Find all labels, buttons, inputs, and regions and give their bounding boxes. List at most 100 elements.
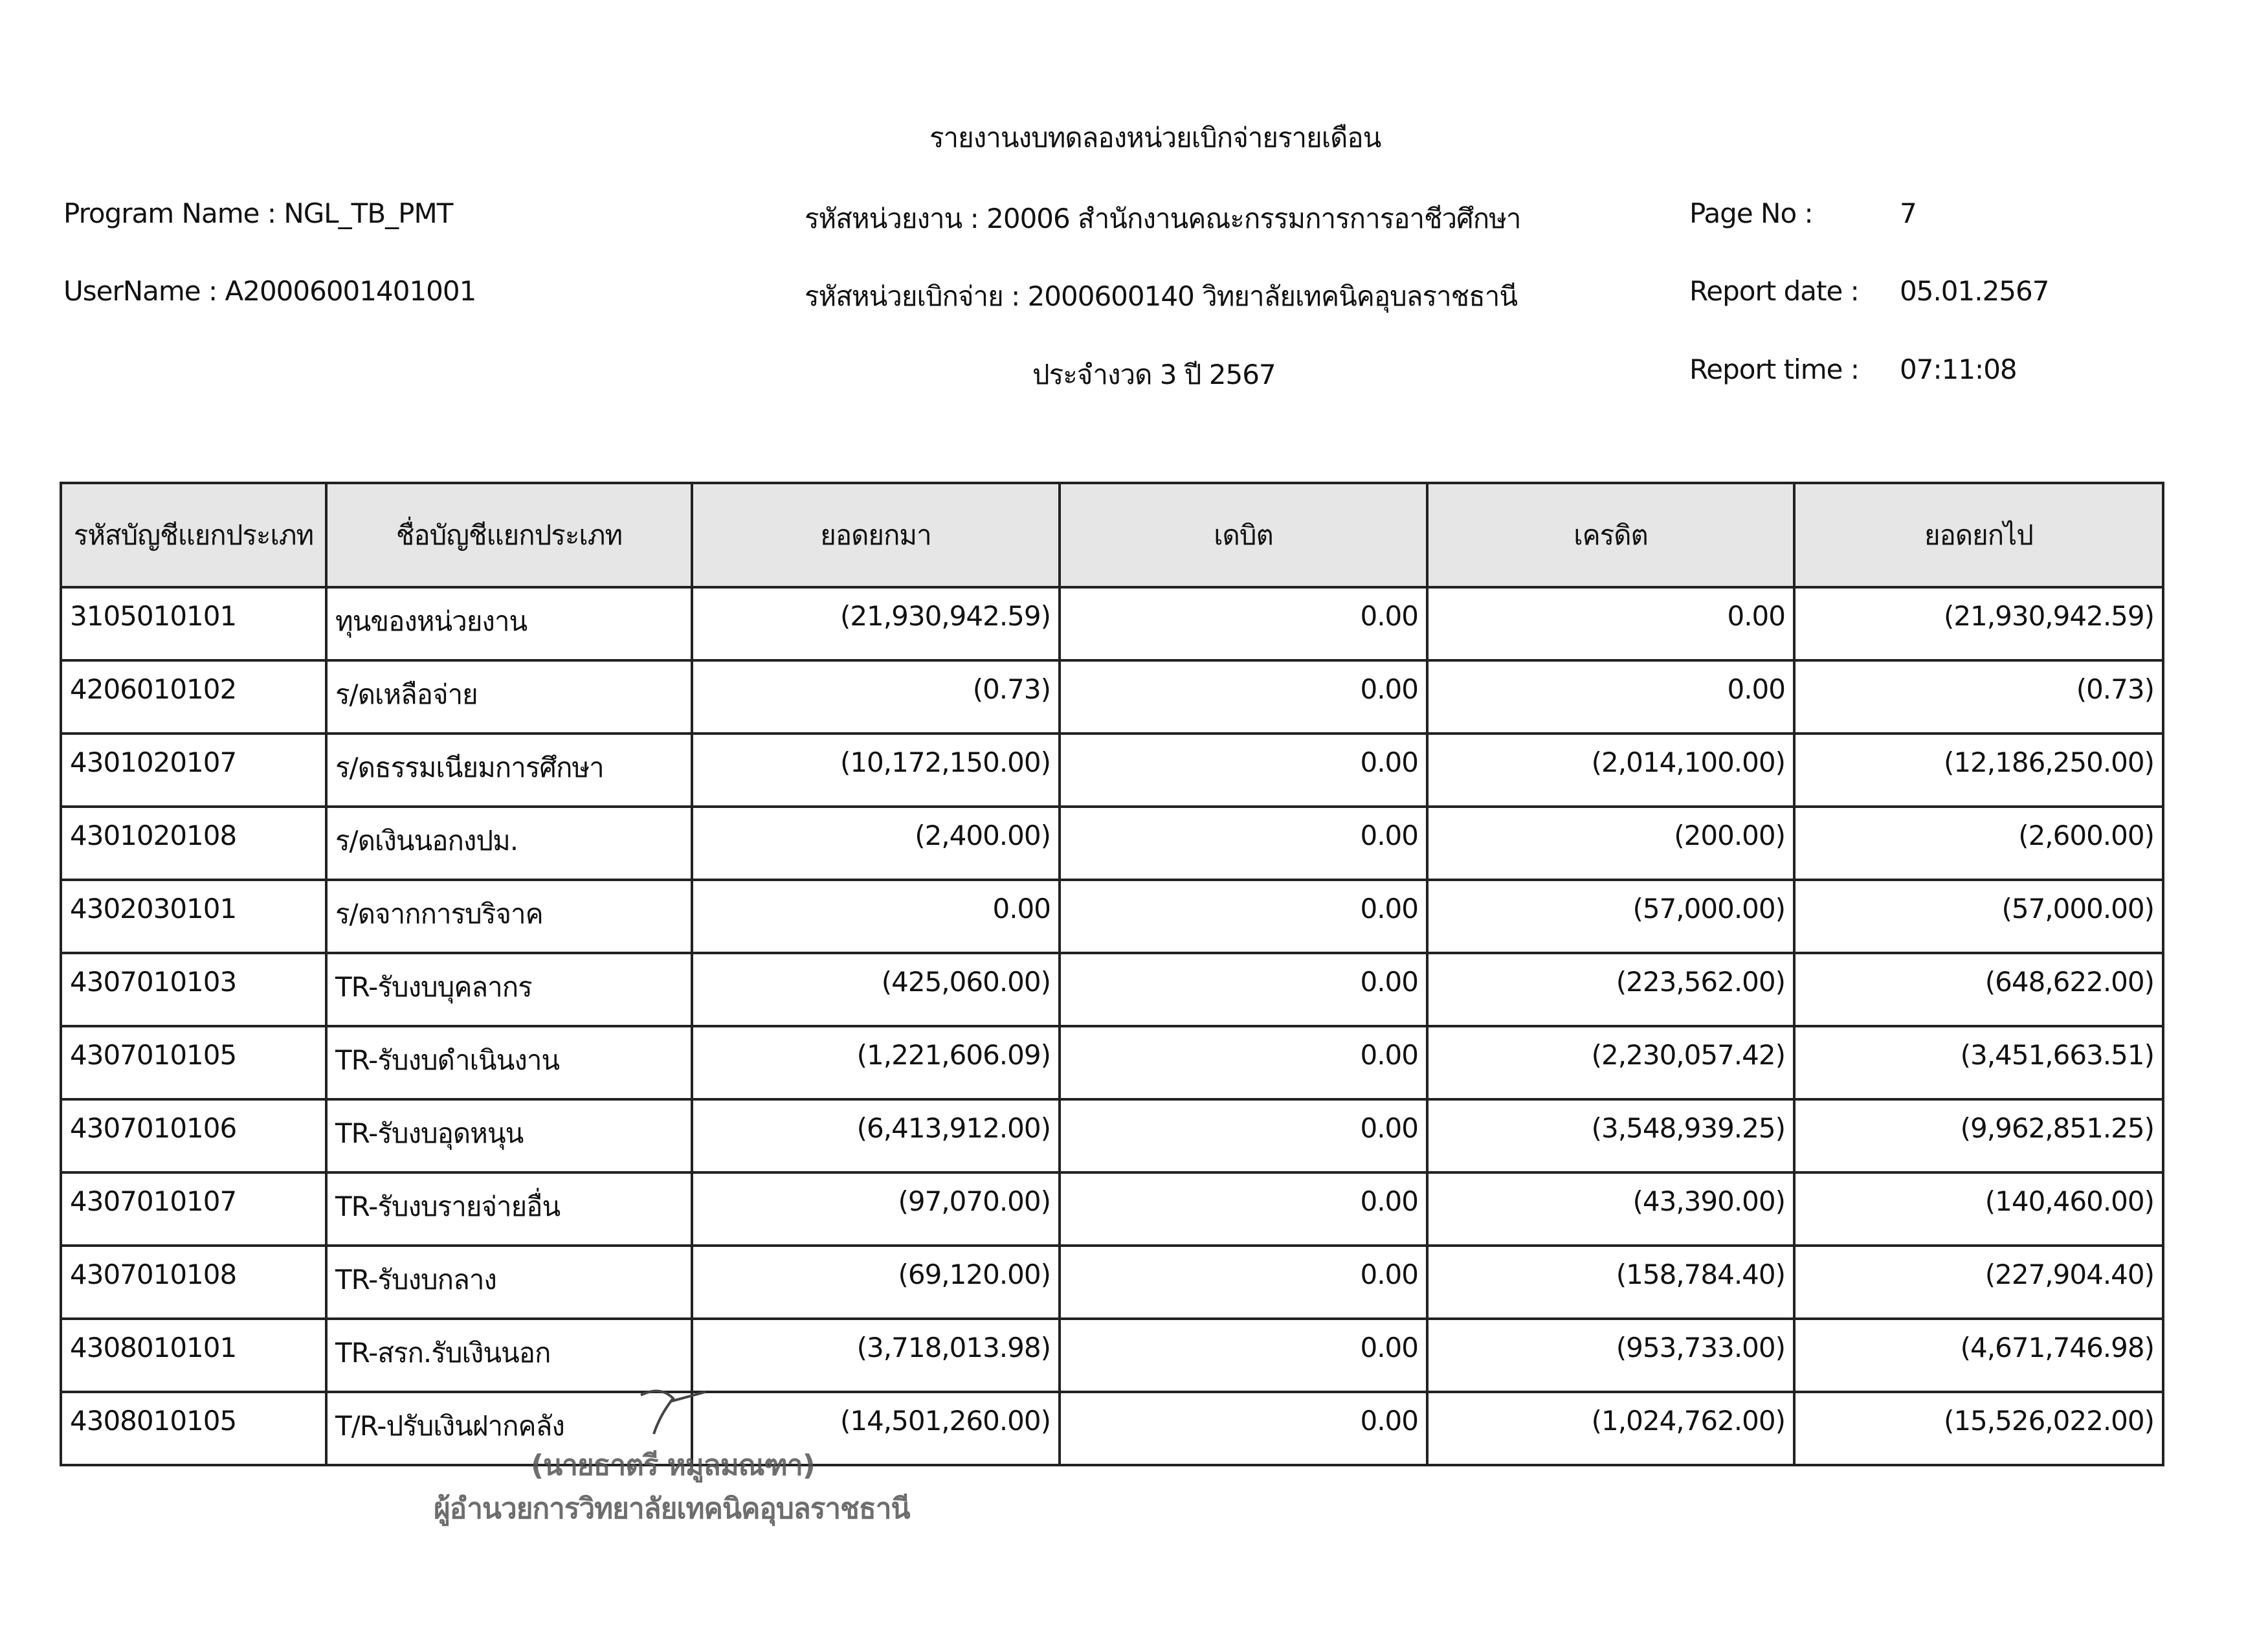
table-row: 4307010108 TR-รับงบกลาง (69,120.00) 0.00 (15… [60, 1244, 2164, 1320]
page-no-label: Page No : [1689, 197, 1814, 229]
report-date: 05.01.2567 [1900, 275, 2049, 307]
table-row: 4308010105 T/R-ปรับเงินฝากคลัง (14,501,260… [60, 1391, 2164, 1466]
header-account-code: รหัสบัญชีแยกประเภท [60, 482, 328, 588]
table-row: 4301020108 ร/ดเงินนอกงปม. (2,400.00) 0.00 (2… [60, 805, 2164, 881]
cell-opening-balance: (6,413,912.00) [691, 1098, 1061, 1174]
cell-debit: 0.00 [1058, 1391, 1429, 1466]
cell-opening-balance: (97,070.00) [691, 1171, 1061, 1247]
cell-account-name: TR-สรก.รับเงินนอก [325, 1317, 693, 1393]
cell-account-name: T/R-ปรับเงินฝากคลัง [325, 1391, 693, 1466]
cell-account-code: 4307010103 [60, 952, 328, 1027]
header-credit: เครดิต [1426, 482, 1796, 588]
cell-account-name: TR-รับงบอุดหนุน [325, 1098, 693, 1174]
table-row: 4307010105 TR-รับงบดำเนินงาน (1,221,606.09… [60, 1025, 2164, 1101]
table-row: 4308010101 TR-สรก.รับเงินนอก (3,718,013.98… [60, 1317, 2164, 1393]
report-time-label: Report time : [1689, 353, 1860, 385]
cell-credit: (223,562.00) [1426, 952, 1796, 1027]
cell-account-code: 4302030101 [60, 879, 328, 954]
cell-account-code: 4301020108 [60, 805, 328, 881]
cell-opening-balance: (2,400.00) [691, 805, 1061, 881]
cell-debit: 0.00 [1058, 586, 1429, 662]
cell-account-name: ทุนของหน่วยงาน [325, 586, 693, 662]
cell-credit: (953,733.00) [1426, 1317, 1796, 1393]
table-row: 3105010101 ทุนของหน่วยงาน (21,930,942.59) 0… [60, 586, 2164, 662]
table-row: 4307010103 TR-รับงบบุคลากร (425,060.00) 0.0… [60, 952, 2164, 1027]
cell-closing-balance: (648,622.00) [1793, 952, 2164, 1027]
cell-account-name: TR-รับงบกลาง [325, 1244, 693, 1320]
cell-credit: (200.00) [1426, 805, 1796, 881]
cell-opening-balance: (3,718,013.98) [691, 1317, 1061, 1393]
cell-credit: (1,024,762.00) [1426, 1391, 1796, 1466]
cell-account-name: TR-รับงบรายจ่ายอื่น [325, 1171, 693, 1247]
cell-opening-balance: 0.00 [691, 879, 1061, 954]
cell-debit: 0.00 [1058, 805, 1429, 881]
cell-account-code: 4308010105 [60, 1391, 328, 1466]
disbursing-unit: รหัสหน่วยเบิกจ่าย : 2000600140 วิทยาลัยเ… [805, 280, 1518, 312]
agency: รหัสหน่วยงาน : 20006 สำนักงานคณะกรรมการก… [805, 203, 1521, 234]
cell-debit: 0.00 [1058, 952, 1429, 1027]
header-opening-balance: ยอดยกมา [691, 482, 1061, 588]
cell-closing-balance: (2,600.00) [1793, 805, 2164, 881]
cell-account-name: ร/ดจากการบริจาค [325, 879, 693, 954]
cell-debit: 0.00 [1058, 732, 1429, 808]
header-closing-balance: ยอดยกไป [1793, 482, 2164, 588]
cell-account-name: TR-รับงบดำเนินงาน [325, 1025, 693, 1101]
cell-account-code: 4307010105 [60, 1025, 328, 1101]
cell-credit: (2,230,057.42) [1426, 1025, 1796, 1101]
page-no: 7 [1900, 197, 1917, 229]
cell-credit: (57,000.00) [1426, 879, 1796, 954]
cell-closing-balance: (12,186,250.00) [1793, 732, 2164, 808]
cell-account-name: ร/ดเหลือจ่าย [325, 659, 693, 735]
cell-account-name: TR-รับงบบุคลากร [325, 952, 693, 1027]
cell-debit: 0.00 [1058, 879, 1429, 954]
cell-credit: (43,390.00) [1426, 1171, 1796, 1247]
report-title: รายงานงบทดลองหน่วยเบิกจ่ายรายเดือน [929, 122, 1381, 153]
cell-closing-balance: (4,671,746.98) [1793, 1317, 2164, 1393]
table-row: 4301020107 ร/ดธรรมเนียมการศึกษา (10,172,15… [60, 732, 2164, 808]
cell-closing-balance: (21,930,942.59) [1793, 586, 2164, 662]
cell-account-code: 4301020107 [60, 732, 328, 808]
cell-opening-balance: (0.73) [691, 659, 1061, 735]
cell-opening-balance: (21,930,942.59) [691, 586, 1061, 662]
cell-credit: (2,014,100.00) [1426, 732, 1796, 808]
cell-opening-balance: (69,120.00) [691, 1244, 1061, 1320]
signature-mark [640, 1389, 706, 1435]
cell-debit: 0.00 [1058, 1171, 1429, 1247]
user-name: UserName : A20006001401001 [63, 275, 476, 307]
table-header-row: รหัสบัญชีแยกประเภท ชื่อบัญชีแยกประเภท ยอ… [60, 482, 2164, 588]
cell-debit: 0.00 [1058, 1098, 1429, 1174]
cell-closing-balance: (9,962,851.25) [1793, 1098, 2164, 1174]
header-debit: เดบิต [1058, 482, 1429, 588]
table-row: 4302030101 ร/ดจากการบริจาค 0.00 0.00 (57,000… [60, 879, 2164, 954]
table-row: 4206010102 ร/ดเหลือจ่าย (0.73) 0.00 0.00 (0.7… [60, 659, 2164, 735]
signature-stamp-name: (นายธาตรี หมูลมณฑา) [531, 1449, 816, 1482]
cell-account-code: 3105010101 [60, 586, 328, 662]
cell-closing-balance: (227,904.40) [1793, 1244, 2164, 1320]
cell-opening-balance: (1,221,606.09) [691, 1025, 1061, 1101]
cell-account-code: 4307010107 [60, 1171, 328, 1247]
cell-closing-balance: (57,000.00) [1793, 879, 2164, 954]
cell-credit: 0.00 [1426, 586, 1796, 662]
cell-debit: 0.00 [1058, 659, 1429, 735]
cell-opening-balance: (425,060.00) [691, 952, 1061, 1027]
cell-account-code: 4206010102 [60, 659, 328, 735]
cell-account-name: ร/ดธรรมเนียมการศึกษา [325, 732, 693, 808]
cell-closing-balance: (15,526,022.00) [1793, 1391, 2164, 1466]
program-name: Program Name : NGL_TB_PMT [63, 197, 453, 229]
cell-opening-balance: (14,501,260.00) [691, 1391, 1061, 1466]
report-date-label: Report date : [1689, 275, 1860, 307]
table-row: 4307010106 TR-รับงบอุดหนุน (6,413,912.00) 0… [60, 1098, 2164, 1174]
cell-credit: (158,784.40) [1426, 1244, 1796, 1320]
cell-account-name: ร/ดเงินนอกงปม. [325, 805, 693, 881]
cell-closing-balance: (0.73) [1793, 659, 2164, 735]
cell-credit: (3,548,939.25) [1426, 1098, 1796, 1174]
cell-account-code: 4307010106 [60, 1098, 328, 1174]
cell-credit: 0.00 [1426, 659, 1796, 735]
cell-debit: 0.00 [1058, 1317, 1429, 1393]
cell-closing-balance: (140,460.00) [1793, 1171, 2164, 1247]
period: ประจำงวด 3 ปี 2567 [1032, 359, 1276, 390]
trial-balance-table: รหัสบัญชีแยกประเภท ชื่อบัญชีแยกประเภท ยอ… [60, 482, 2164, 1466]
table-row: 4307010107 TR-รับงบรายจ่ายอื่น (97,070.00)… [60, 1171, 2164, 1247]
cell-closing-balance: (3,451,663.51) [1793, 1025, 2164, 1101]
signature-stamp-position: ผู้อำนวยการวิทยาลัยเทคนิคอุบลราชธานี [434, 1492, 911, 1525]
